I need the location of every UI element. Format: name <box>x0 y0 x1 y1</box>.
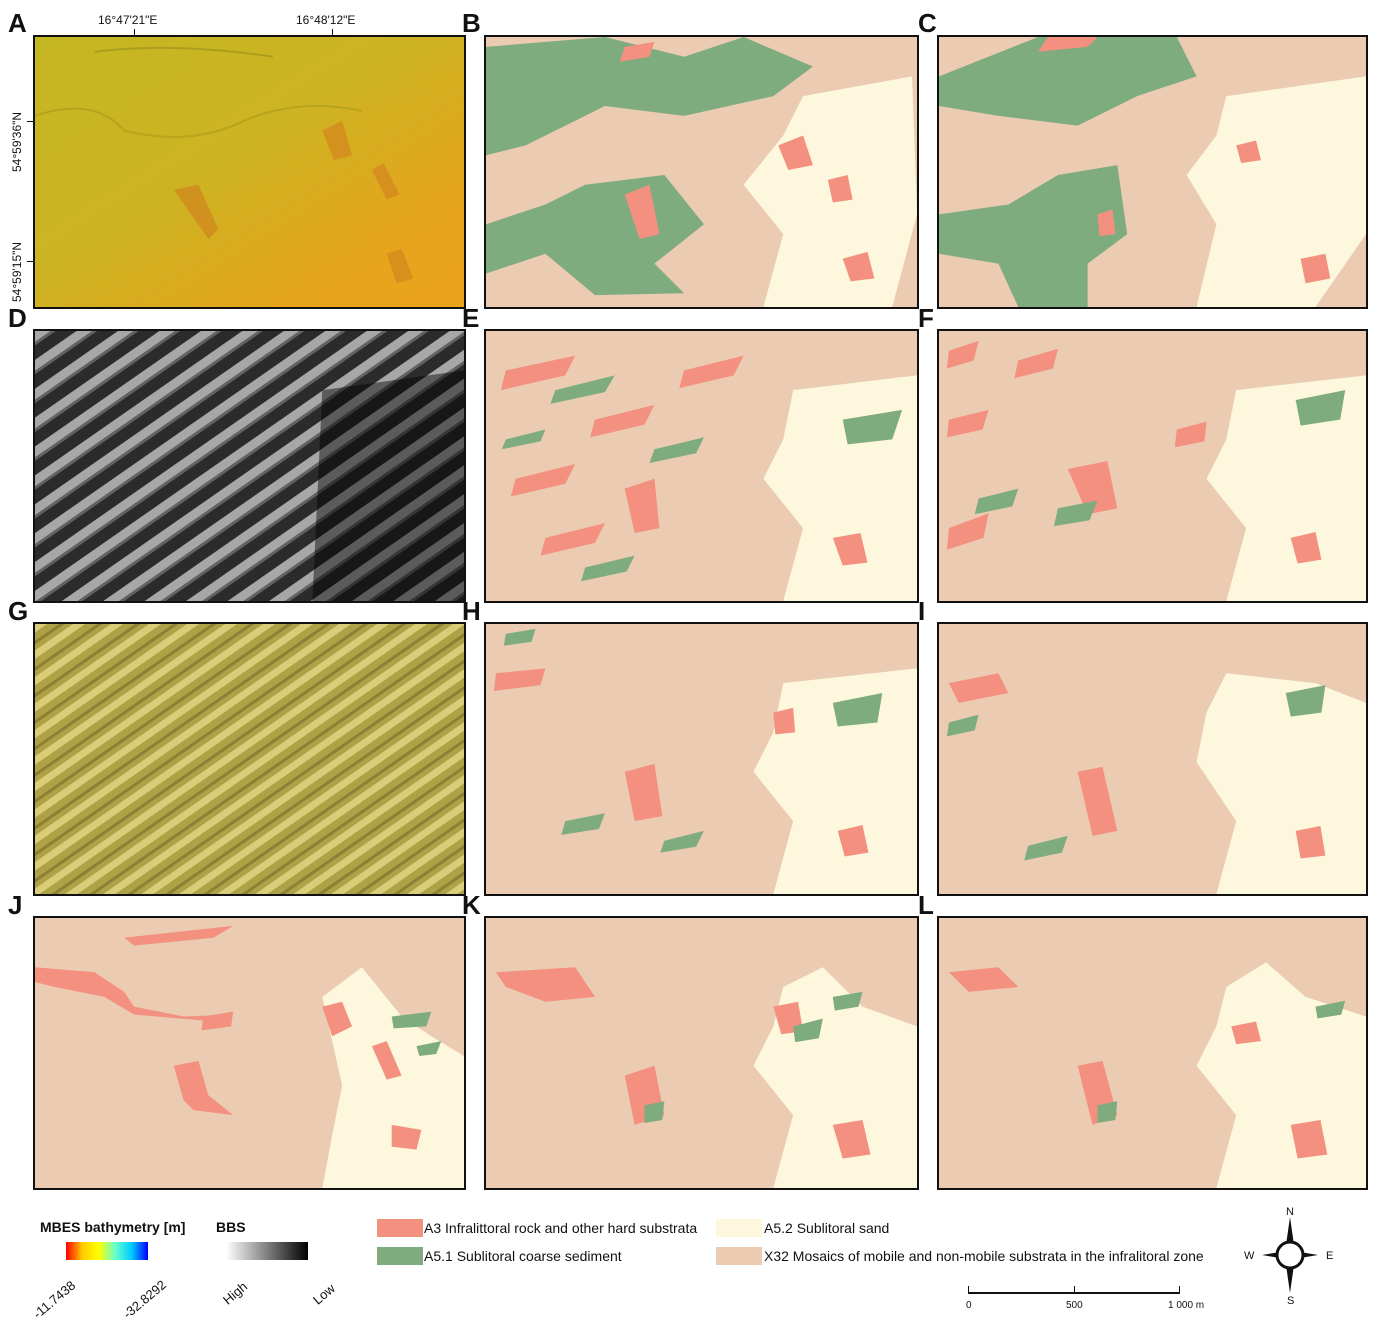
mbes-min-label: -11.7438 <box>30 1277 79 1322</box>
panel-c-habitat-map <box>937 35 1368 309</box>
scale-tick-0 <box>968 1286 969 1294</box>
panel-label-g: G <box>8 596 29 626</box>
compass-w: W <box>1244 1250 1255 1262</box>
compass-n: N <box>1286 1206 1294 1218</box>
panel-l-habitat-map <box>937 916 1368 1190</box>
scale-label-0: 0 <box>966 1300 972 1311</box>
legend-label-a51: A5.1 Sublitoral coarse sediment <box>424 1248 622 1264</box>
lon-label-1: 16°47'21"E <box>98 13 158 27</box>
scale-label-500: 500 <box>1066 1300 1083 1311</box>
legend-label-a3: A3 Infralittoral rock and other hard sub… <box>424 1220 698 1236</box>
panel-label-e: E <box>462 303 480 333</box>
panel-a-bathymetry-map <box>33 35 466 309</box>
panel-label-a: A <box>8 8 27 38</box>
lon-label-2: 16°48'12"E <box>296 13 356 27</box>
panel-label-f: F <box>918 303 934 333</box>
panel-h-habitat-map <box>484 622 919 896</box>
panel-k-habitat-map <box>484 916 919 1190</box>
legend-label-x32: X32 Mosaics of mobile and non-mobile sub… <box>764 1248 1204 1264</box>
panel-label-c: C <box>918 8 937 38</box>
lat-tick-2 <box>27 261 33 262</box>
mbes-max-label: -32.8292 <box>120 1277 169 1322</box>
compass-rose-icon <box>1260 1215 1320 1295</box>
bbs-high-label: High <box>220 1278 251 1308</box>
lat-tick-1 <box>27 121 33 122</box>
mbes-legend-title: MBES bathymetry [m] <box>40 1219 186 1235</box>
mbes-color-ramp <box>66 1242 148 1260</box>
bbs-legend-title: BBS <box>216 1219 246 1235</box>
panel-j-habitat-map <box>33 916 466 1190</box>
lat-label-2: 54°59'15"N <box>10 241 24 302</box>
panel-e-habitat-map <box>484 329 919 603</box>
scale-label-1000: 1 000 m <box>1168 1300 1205 1311</box>
compass-s: S <box>1287 1295 1295 1307</box>
panel-label-b: B <box>462 8 481 38</box>
legend-swatch-a51 <box>377 1247 423 1265</box>
panel-i-habitat-map <box>937 622 1368 896</box>
panel-label-j: J <box>8 890 23 920</box>
bbs-gray-ramp <box>226 1242 308 1260</box>
scale-tick-500 <box>1074 1286 1075 1294</box>
panel-b-habitat-map <box>484 35 919 309</box>
panel-label-h: H <box>462 596 481 626</box>
scale-tick-1000 <box>1179 1286 1180 1294</box>
legend-label-a52: A5.2 Sublitoral sand <box>764 1220 890 1236</box>
lon-tick-2 <box>332 29 333 35</box>
panel-d-backscatter-map <box>33 329 466 603</box>
panel-label-k: K <box>462 890 481 920</box>
legend-swatch-a52 <box>716 1219 762 1237</box>
bbs-low-label: Low <box>310 1280 338 1308</box>
panel-label-d: D <box>8 303 27 333</box>
panel-label-l: L <box>918 890 934 920</box>
lat-label-1: 54°59'36"N <box>10 111 24 172</box>
panel-f-habitat-map <box>937 329 1368 603</box>
legend-swatch-a3 <box>377 1219 423 1237</box>
compass-e: E <box>1326 1250 1334 1262</box>
panel-label-i: I <box>918 596 926 626</box>
lon-tick-1 <box>134 29 135 35</box>
panel-g-texture-map <box>33 622 466 896</box>
legend-swatch-x32 <box>716 1247 762 1265</box>
